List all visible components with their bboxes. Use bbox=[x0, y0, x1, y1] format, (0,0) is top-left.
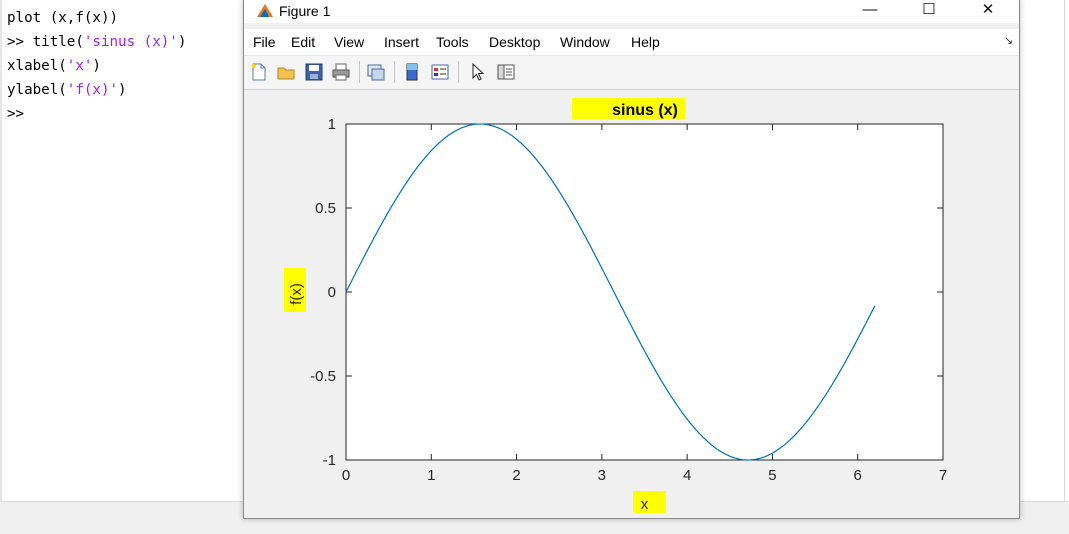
command-text: plot (x,f(x)) bbox=[7, 10, 119, 26]
command-line: >> bbox=[7, 102, 186, 126]
y-tick-label: -0.5 bbox=[310, 368, 336, 385]
command-window-text: plot (x,f(x)) >> title('sinus (x)') xlabel… bbox=[7, 6, 186, 126]
xlabel-highlight bbox=[633, 491, 666, 513]
menu-view[interactable]: View bbox=[334, 34, 365, 50]
command-text: >> bbox=[7, 106, 25, 122]
menu-tools[interactable]: Tools bbox=[436, 34, 469, 50]
command-line: xlabel('x') bbox=[7, 54, 186, 78]
figure-window[interactable]: Figure 1 — ☐ ✕ File Edit View Insert Too… bbox=[243, 0, 1020, 519]
x-axis-label: x bbox=[641, 496, 649, 513]
command-text: >> title( bbox=[7, 34, 84, 50]
menu-file[interactable]: File bbox=[253, 34, 276, 50]
y-tick-label: 0.5 bbox=[315, 200, 336, 217]
legend-icon[interactable] bbox=[430, 62, 450, 82]
x-tick-label: 5 bbox=[768, 467, 776, 484]
command-text: xlabel( bbox=[7, 58, 67, 74]
string-literal: 'f(x)' bbox=[66, 82, 119, 98]
sine-line bbox=[345, 123, 876, 461]
command-text: ) bbox=[177, 34, 187, 50]
property-inspector-icon[interactable] bbox=[496, 62, 516, 82]
toolbar-separator bbox=[394, 61, 395, 83]
menu-window[interactable]: Window bbox=[560, 34, 610, 50]
maximize-button[interactable]: ☐ bbox=[922, 1, 936, 18]
save-icon[interactable] bbox=[304, 62, 324, 82]
y-tick-label: -1 bbox=[323, 452, 336, 469]
figure-title: Figure 1 bbox=[279, 3, 331, 19]
matlab-logo-icon bbox=[257, 4, 273, 17]
command-text: ) bbox=[118, 82, 127, 98]
x-tick-label: 7 bbox=[939, 467, 947, 484]
minimize-button[interactable]: — bbox=[862, 1, 878, 18]
ylabel-highlight bbox=[284, 268, 306, 312]
command-text: ) bbox=[92, 58, 101, 74]
x-tick-label: 6 bbox=[854, 467, 862, 484]
y-tick-label: 1 bbox=[328, 116, 336, 133]
string-literal: 'x' bbox=[66, 58, 93, 74]
colorbar-icon[interactable] bbox=[402, 62, 422, 82]
axes-chart[interactable]: 0 1 2 3 4 5 6 7 -1 -0.5 0 0.5 1 sinus (x) x f(x) bbox=[244, 90, 1019, 518]
link-plot-icon[interactable] bbox=[366, 62, 386, 82]
axes-box bbox=[345, 123, 944, 461]
close-button[interactable]: ✕ bbox=[981, 1, 995, 18]
menu-bar: File Edit View Insert Tools Desktop Wind… bbox=[244, 29, 1019, 56]
command-line: ylabel('f(x)') bbox=[7, 78, 186, 102]
new-figure-icon[interactable] bbox=[249, 62, 269, 82]
figure-toolbar bbox=[244, 56, 1019, 90]
title-highlight bbox=[572, 98, 685, 119]
y-axis-label: f(x) bbox=[288, 283, 305, 305]
x-tick-label: 0 bbox=[342, 467, 350, 484]
toolbar-separator bbox=[458, 61, 459, 83]
chart-title: sinus (x) bbox=[612, 102, 678, 119]
window-edge bbox=[0, 0, 2, 501]
open-file-icon[interactable] bbox=[276, 62, 296, 82]
y-tick-label: 0 bbox=[328, 284, 336, 301]
menu-desktop[interactable]: Desktop bbox=[489, 34, 541, 50]
command-line: plot (x,f(x)) bbox=[7, 6, 186, 30]
x-tick-label: 3 bbox=[598, 467, 606, 484]
menu-edit[interactable]: Edit bbox=[291, 34, 316, 50]
print-icon[interactable] bbox=[331, 62, 351, 82]
menu-overflow-icon[interactable]: ↘ bbox=[1004, 35, 1014, 47]
menu-insert[interactable]: Insert bbox=[384, 34, 420, 50]
x-tick-label: 4 bbox=[683, 467, 691, 484]
edit-plot-icon[interactable] bbox=[468, 62, 488, 82]
string-literal: 'sinus (x)' bbox=[83, 34, 178, 50]
x-tick-label: 1 bbox=[427, 467, 435, 484]
plot-area[interactable]: 0 1 2 3 4 5 6 7 -1 -0.5 0 0.5 1 sinus (x) x f(x) bbox=[244, 90, 1019, 518]
figure-titlebar[interactable]: Figure 1 — ☐ ✕ bbox=[244, 0, 1019, 23]
command-line: >> title('sinus (x)') bbox=[7, 30, 186, 54]
toolbar-separator bbox=[359, 61, 360, 83]
menu-help[interactable]: Help bbox=[631, 34, 660, 50]
command-text: ylabel( bbox=[7, 82, 67, 98]
x-tick-label: 2 bbox=[512, 467, 520, 484]
